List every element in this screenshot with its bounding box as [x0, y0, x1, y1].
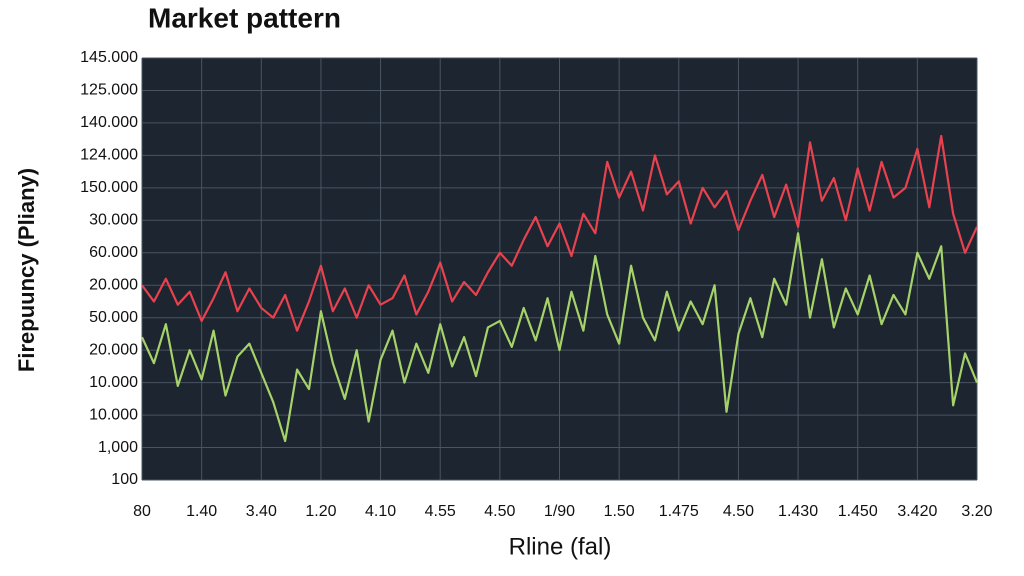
x-tick-label: 1.475 [659, 503, 699, 520]
x-tick-label: 4.50 [723, 503, 754, 520]
x-tick-label: 4.55 [425, 503, 456, 520]
y-tick-label: 20.000 [89, 276, 138, 293]
x-tick-label: 1.450 [838, 503, 878, 520]
x-tick-label: 1.50 [604, 503, 635, 520]
x-tick-label: 80 [133, 503, 151, 520]
y-tick-label: 140.000 [80, 114, 138, 131]
y-tick-label: 50.000 [89, 309, 138, 326]
x-tick-label: 4.10 [365, 503, 396, 520]
y-tick-label: 1,000 [98, 439, 138, 456]
y-tick-label: 20.000 [89, 341, 138, 358]
data-line [141, 232, 979, 443]
y-tick-label: 145.000 [80, 49, 138, 66]
x-tick-label: 3.40 [246, 503, 277, 520]
y-tick-label: 125.000 [80, 82, 138, 99]
y-tick-label: 30.000 [89, 212, 138, 229]
y-tick-label: 10.000 [89, 406, 138, 423]
y-tick-label: 150.000 [80, 179, 138, 196]
x-tick-label: 1/90 [544, 503, 575, 520]
y-tick-label: 60.000 [89, 244, 138, 261]
x-tick-label: 1.40 [186, 503, 217, 520]
y-axis-label: Firepuuncy (Pliany) [14, 168, 39, 372]
x-tick-label: 1.20 [305, 503, 336, 520]
y-tick-label: 10.000 [89, 374, 138, 391]
x-tick-label: 4.50 [484, 503, 515, 520]
x-tick-label: 3.20 [961, 503, 992, 520]
x-tick-label: 1.430 [778, 503, 818, 520]
data-line [141, 134, 978, 332]
x-axis-label: Rline (fal) [509, 533, 612, 560]
x-tick-label: 3.420 [897, 503, 937, 520]
y-tick-label: 100 [111, 471, 138, 488]
chart-title: Market pattern [148, 2, 341, 33]
y-tick-label: 124.000 [80, 147, 138, 164]
